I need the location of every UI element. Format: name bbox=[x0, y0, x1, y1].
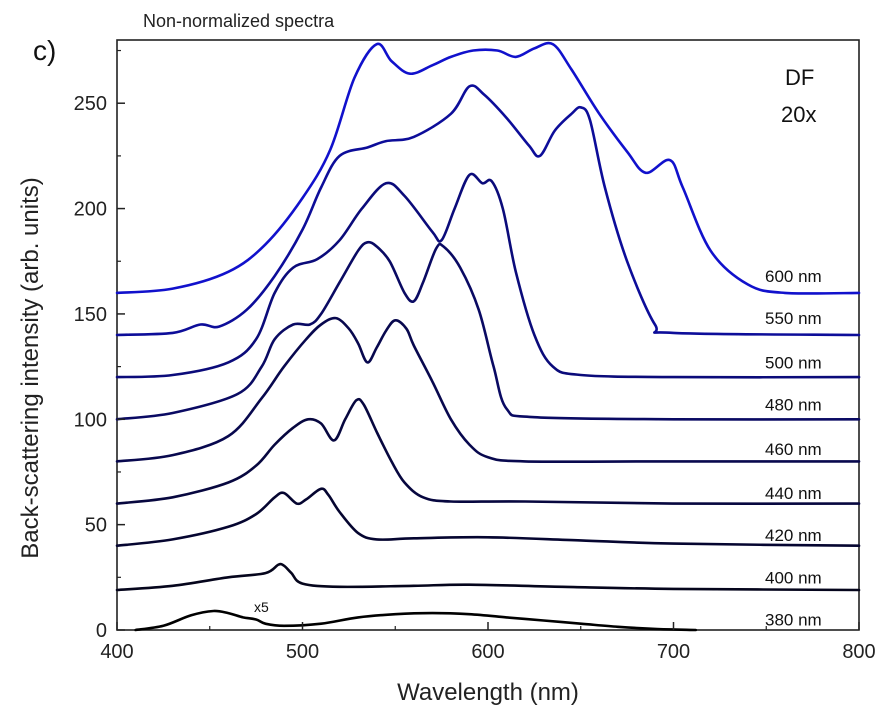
series-label-5: 480 nm bbox=[765, 396, 822, 415]
scale-annotation: x5 bbox=[254, 599, 269, 615]
x-axis-title: Wavelength (nm) bbox=[397, 679, 579, 706]
x-axis-ticks: 400 500 600 700 800 bbox=[100, 622, 876, 663]
series-label-6: 500 nm bbox=[765, 353, 822, 372]
series-line-0 bbox=[134, 609, 698, 632]
series-line-2 bbox=[115, 487, 861, 547]
y-tick-label-3: 150 bbox=[74, 304, 107, 326]
series-label-1: 400 nm bbox=[765, 568, 822, 587]
series-line-3 bbox=[115, 397, 861, 506]
series-line-8 bbox=[115, 41, 861, 295]
series-label-2: 420 nm bbox=[765, 526, 822, 545]
corner-annotation-df: DF bbox=[785, 65, 814, 90]
series-label-0: 380 nm bbox=[765, 610, 822, 629]
x-tick-label-0: 400 bbox=[100, 641, 133, 663]
y-tick-label-2: 100 bbox=[74, 409, 107, 431]
chart-title: Non-normalized spectra bbox=[143, 11, 335, 31]
y-tick-label-5: 250 bbox=[74, 93, 107, 115]
x-tick-label-3: 700 bbox=[657, 641, 690, 663]
y-tick-label-4: 200 bbox=[74, 199, 107, 221]
series-layer bbox=[115, 41, 861, 632]
series-line-4 bbox=[115, 316, 861, 464]
y-tick-label-0: 0 bbox=[96, 620, 107, 642]
x-tick-label-4: 800 bbox=[842, 641, 875, 663]
series-line-5 bbox=[115, 240, 861, 421]
series-label-3: 440 nm bbox=[765, 484, 822, 503]
series-label-4: 460 nm bbox=[765, 440, 822, 459]
panel-label: c) bbox=[33, 35, 56, 66]
x-tick-label-2: 600 bbox=[471, 641, 504, 663]
x-tick-label-1: 500 bbox=[286, 641, 319, 663]
y-axis-ticks: 0 50 100 150 200 250 bbox=[74, 49, 125, 642]
series-line-6 bbox=[115, 172, 861, 379]
series-line-1 bbox=[115, 562, 861, 592]
series-line-7 bbox=[115, 84, 861, 337]
series-label-7: 550 nm bbox=[765, 309, 822, 328]
series-label-layer: 380 nm 400 nm 420 nm 440 nm 460 nm 480 nm 500 … bbox=[765, 267, 822, 629]
y-tick-label-1: 50 bbox=[85, 515, 107, 537]
series-label-8: 600 nm bbox=[765, 267, 822, 286]
y-axis-title: Back-scattering intensity (arb. units) bbox=[17, 177, 44, 558]
corner-annotation-magnification: 20x bbox=[781, 102, 816, 127]
